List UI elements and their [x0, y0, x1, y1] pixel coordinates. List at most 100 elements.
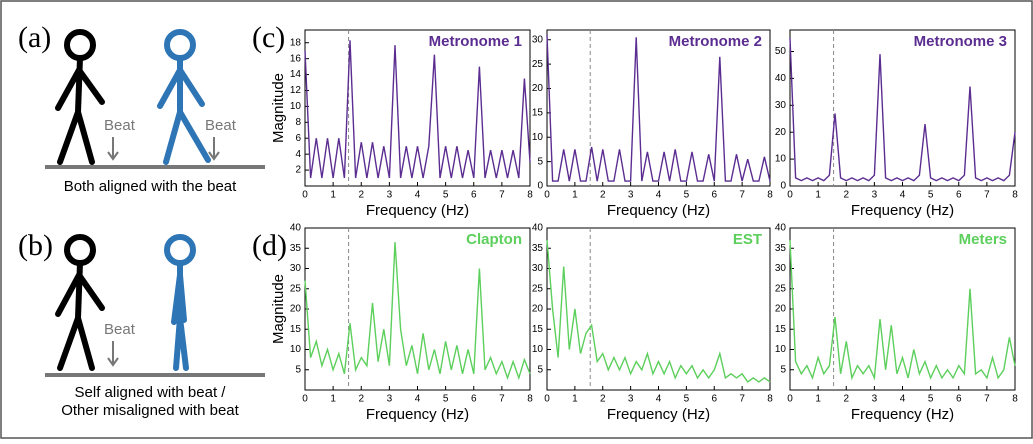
x-tick-label: 3: [872, 190, 878, 201]
beat-label: Beat: [104, 117, 136, 134]
x-tick-label: 7: [499, 190, 505, 201]
x-tick-label: 2: [843, 394, 849, 405]
spectrum-line: [789, 38, 1016, 182]
x-tick-label: 1: [815, 394, 821, 405]
x-axis-label: Frequency (Hz): [366, 406, 469, 423]
spectrum-line: [304, 40, 531, 179]
y-tick-label: 2: [295, 165, 301, 176]
y-tick-label: 10: [775, 154, 787, 165]
x-tick-label: 5: [928, 190, 934, 201]
x-tick-label: 0: [544, 394, 550, 405]
x-tick-label: 1: [330, 190, 336, 201]
x-tick-label: 7: [739, 394, 745, 405]
x-tick-label: 7: [499, 394, 505, 405]
panel-label: (b): [18, 229, 53, 262]
y-tick-label: 40: [775, 223, 787, 234]
y-axis-label: Magnitude: [270, 274, 287, 344]
x-tick-label: 5: [928, 394, 934, 405]
x-tick-label: 8: [1012, 190, 1018, 201]
x-tick-label: 5: [443, 190, 449, 201]
caption: Both aligned with the beat: [64, 178, 237, 195]
x-axis-label: Frequency (Hz): [851, 202, 954, 219]
panel-label: (d): [252, 229, 287, 262]
y-tick-label: 8: [295, 117, 301, 128]
y-tick-label: 14: [290, 69, 302, 80]
x-tick-label: 4: [656, 190, 662, 201]
y-tick-label: 5: [780, 364, 786, 375]
y-tick-label: 5: [295, 364, 301, 375]
x-tick-label: 4: [900, 394, 906, 405]
panel-label: (a): [18, 21, 51, 54]
y-tick-label: 10: [532, 132, 544, 143]
spectrum-line: [789, 240, 1016, 381]
x-tick-label: 5: [443, 394, 449, 405]
x-tick-label: 2: [358, 190, 364, 201]
y-tick-label: 25: [532, 59, 544, 70]
y-tick-label: 10: [290, 101, 302, 112]
y-tick-label: 10: [290, 344, 302, 355]
y-tick-label: 25: [532, 283, 544, 294]
beat-arrow: [107, 137, 119, 161]
x-axis-label: Frequency (Hz): [366, 202, 469, 219]
x-tick-label: 2: [358, 394, 364, 405]
x-tick-label: 7: [984, 394, 990, 405]
y-tick-label: 35: [775, 243, 787, 254]
chart-title: Metronome 1: [429, 33, 522, 50]
x-tick-label: 7: [984, 190, 990, 201]
chart-title: Metronome 3: [914, 33, 1007, 50]
y-tick-label: 15: [532, 108, 544, 119]
x-tick-label: 3: [387, 190, 393, 201]
y-tick-label: 20: [532, 304, 544, 315]
plot-area: [546, 29, 771, 187]
y-tick-label: 25: [290, 283, 302, 294]
x-tick-label: 1: [572, 190, 578, 201]
y-tick-label: 40: [775, 73, 787, 84]
y-tick-label: 6: [295, 133, 301, 144]
y-tick-label: 20: [775, 127, 787, 138]
x-tick-label: 6: [711, 190, 717, 201]
x-tick-label: 7: [739, 190, 745, 201]
y-tick-label: 18: [290, 37, 302, 48]
x-tick-label: 4: [656, 394, 662, 405]
x-tick-label: 6: [471, 190, 477, 201]
y-tick-label: 12: [290, 85, 302, 96]
x-tick-label: 4: [415, 394, 421, 405]
y-tick-label: 15: [290, 324, 302, 335]
x-tick-label: 6: [711, 394, 717, 405]
plot-area: [546, 227, 771, 391]
x-tick-label: 4: [415, 190, 421, 201]
y-tick-label: 15: [775, 324, 787, 335]
y-tick-label: 30: [775, 263, 787, 274]
y-tick-label: 30: [775, 100, 787, 111]
x-tick-label: 0: [787, 190, 793, 201]
y-tick-label: 5: [537, 156, 543, 167]
y-tick-label: 20: [775, 304, 787, 315]
x-tick-label: 2: [843, 190, 849, 201]
x-tick-label: 0: [544, 190, 550, 201]
x-tick-label: 4: [900, 190, 906, 201]
panel-label: (c): [252, 21, 285, 54]
x-tick-label: 5: [684, 394, 690, 405]
y-tick-label: 35: [290, 243, 302, 254]
y-tick-label: 35: [532, 243, 544, 254]
y-tick-label: 30: [532, 263, 544, 274]
black-figure: [55, 29, 105, 165]
x-tick-label: 2: [600, 190, 606, 201]
x-tick-label: 0: [302, 190, 308, 201]
y-axis-label: Magnitude: [270, 73, 287, 143]
x-tick-label: 5: [684, 190, 690, 201]
spectrum-line: [546, 240, 771, 383]
y-tick-label: 30: [532, 34, 544, 45]
x-tick-label: 1: [330, 394, 336, 405]
y-tick-label: 10: [775, 344, 787, 355]
x-tick-label: 2: [600, 394, 606, 405]
x-tick-label: 1: [572, 394, 578, 405]
caption: Other misaligned with beat: [61, 402, 239, 419]
x-tick-label: 8: [767, 190, 773, 201]
y-tick-label: 10: [532, 344, 544, 355]
black-figure: [55, 234, 105, 371]
y-tick-label: 25: [775, 283, 787, 294]
plot-area: [304, 227, 531, 391]
x-tick-label: 0: [787, 394, 793, 405]
